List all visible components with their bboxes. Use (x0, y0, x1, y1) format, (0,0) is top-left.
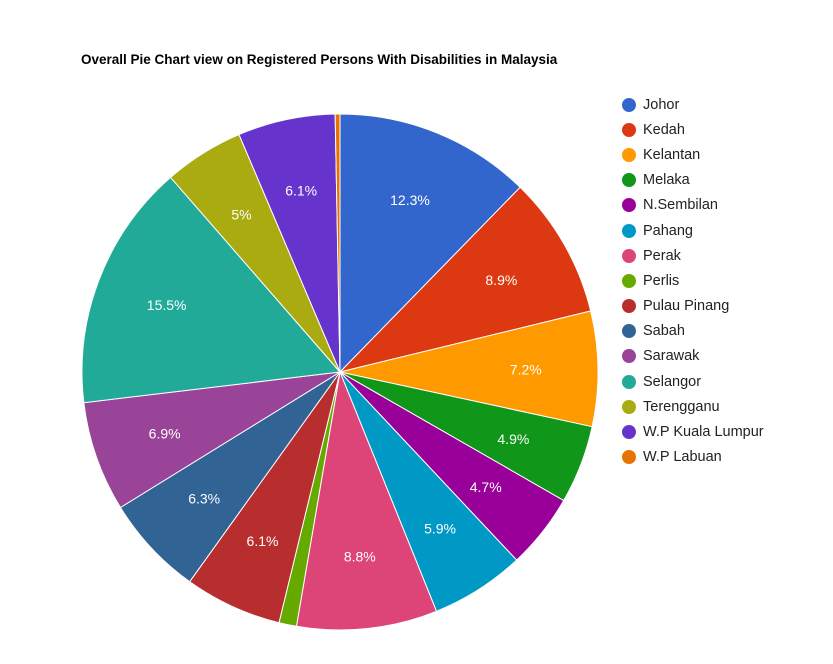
legend-label-melaka: Melaka (643, 172, 690, 189)
legend-swatch-selangor (622, 374, 636, 389)
legend-swatch-pulau-pinang (622, 299, 636, 314)
legend-swatch-w-p-kuala-lumpur (622, 425, 636, 440)
legend-label-pulau-pinang: Pulau Pinang (643, 298, 730, 315)
slice-label-kelantan: 7.2% (510, 362, 542, 378)
legend-item-terengganu[interactable]: Terengganu (622, 394, 827, 419)
legend-item-melaka[interactable]: Melaka (622, 168, 827, 193)
legend-label-sarawak: Sarawak (643, 348, 700, 365)
legend-label-w-p-kuala-lumpur: W.P Kuala Lumpur (643, 424, 764, 441)
legend-item-perak[interactable]: Perak (622, 243, 827, 268)
legend-item-w-p-labuan[interactable]: W.P Labuan (622, 445, 827, 470)
slice-label-pahang: 5.9% (424, 521, 456, 537)
slice-label-pulau-pinang: 6.1% (247, 533, 279, 549)
pie-slice-kelantan[interactable] (339, 310, 599, 428)
pie-slice-w-p-labuan[interactable] (334, 113, 341, 373)
legend-swatch-n-sembilan (622, 198, 636, 213)
pie-slice-perak[interactable] (295, 370, 438, 631)
chart-title: Overall Pie Chart view on Registered Per… (81, 52, 558, 67)
legend-label-kedah: Kedah (643, 121, 685, 138)
legend-swatch-johor (622, 97, 636, 112)
legend-label-pahang: Pahang (643, 222, 693, 239)
legend-label-n-sembilan: N.Sembilan (643, 197, 718, 214)
legend-item-n-sembilan[interactable]: N.Sembilan (622, 193, 827, 218)
slice-label-sabah: 6.3% (188, 491, 220, 507)
legend-item-kedah[interactable]: Kedah (622, 117, 827, 142)
legend-label-w-p-labuan: W.P Labuan (643, 449, 722, 466)
legend-label-terengganu: Terengganu (643, 398, 720, 415)
legend-item-perlis[interactable]: Perlis (622, 268, 827, 293)
legend-swatch-kedah (622, 122, 636, 137)
legend-item-w-p-kuala-lumpur[interactable]: W.P Kuala Lumpur (622, 419, 827, 444)
legend-swatch-sarawak (622, 349, 636, 364)
legend: Johor Kedah Kelantan Melaka N.Sembilan Pahang… (622, 92, 827, 470)
legend-label-kelantan: Kelantan (643, 146, 701, 163)
legend-label-sabah: Sabah (643, 323, 685, 340)
legend-label-perlis: Perlis (643, 272, 680, 289)
slice-label-n-sembilan: 4.7% (470, 479, 502, 495)
slice-label-johor: 12.3% (390, 192, 430, 208)
pie-slice-sarawak[interactable] (83, 371, 341, 509)
legend-item-selangor[interactable]: Selangor (622, 369, 827, 394)
slice-label-terengganu: 5% (231, 207, 251, 223)
legend-label-selangor: Selangor (643, 373, 702, 390)
pie-slice-selangor[interactable] (81, 176, 341, 404)
legend-swatch-pahang (622, 223, 636, 238)
slice-label-selangor: 15.5% (147, 297, 187, 313)
legend-swatch-perak (622, 248, 636, 263)
pie-slice-johor[interactable] (339, 113, 521, 374)
slice-label-melaka: 4.9% (497, 431, 529, 447)
legend-item-pulau-pinang[interactable]: Pulau Pinang (622, 294, 827, 319)
slice-label-w-p-kuala-lumpur: 6.1% (285, 182, 317, 198)
legend-item-pahang[interactable]: Pahang (622, 218, 827, 243)
legend-swatch-sabah (622, 324, 636, 339)
legend-swatch-terengganu (622, 399, 636, 414)
legend-swatch-kelantan (622, 147, 636, 162)
legend-item-kelantan[interactable]: Kelantan (622, 142, 827, 167)
slice-label-kedah: 8.9% (485, 272, 517, 288)
legend-swatch-melaka (622, 173, 636, 188)
legend-label-johor: Johor (643, 96, 680, 113)
slice-label-perak: 8.8% (344, 549, 376, 565)
slice-label-sarawak: 6.9% (149, 425, 181, 441)
legend-swatch-w-p-labuan (622, 450, 636, 465)
legend-item-sarawak[interactable]: Sarawak (622, 344, 827, 369)
legend-swatch-perlis (622, 273, 636, 288)
legend-label-perak: Perak (643, 247, 681, 264)
legend-item-sabah[interactable]: Sabah (622, 319, 827, 344)
legend-item-johor[interactable]: Johor (622, 92, 827, 117)
